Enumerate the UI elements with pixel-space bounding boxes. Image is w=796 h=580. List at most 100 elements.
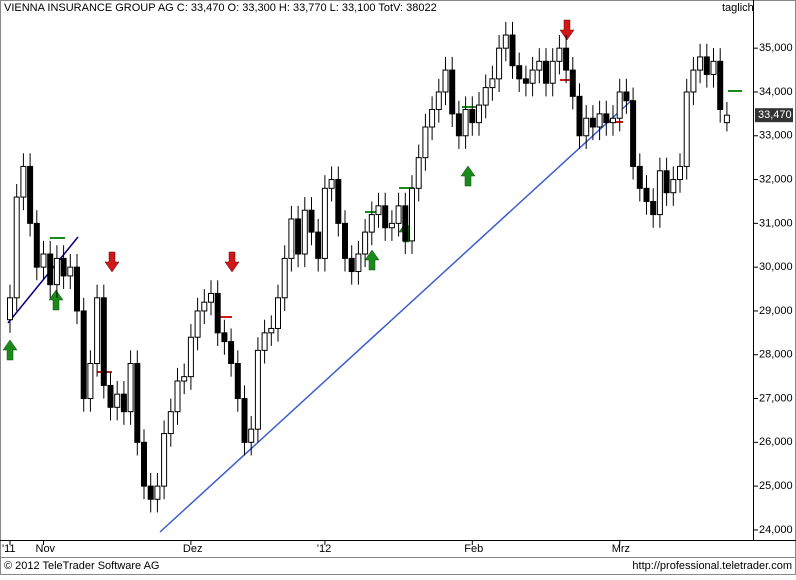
candle-body — [690, 69, 697, 93]
candle-body — [569, 69, 576, 97]
candle-body — [636, 165, 643, 189]
x-tick-label: Feb — [464, 543, 483, 555]
candle-body — [663, 170, 670, 194]
last-price-label: 33,470 — [758, 109, 792, 121]
candle-body — [643, 187, 650, 202]
candle-body — [281, 257, 288, 299]
candle-body — [174, 380, 181, 413]
candle-body — [375, 205, 382, 216]
candle-body — [549, 60, 556, 84]
candle-body — [576, 95, 583, 137]
candle-body — [469, 108, 476, 124]
candle-body — [462, 108, 469, 137]
candle-body — [134, 363, 141, 443]
candle-body — [20, 165, 27, 198]
candle-body — [234, 363, 241, 400]
candle-body — [650, 200, 657, 216]
y-tick-label: 34,000 — [759, 86, 793, 98]
candle-body — [589, 117, 596, 128]
candle-body — [214, 292, 221, 334]
buy-arrow — [364, 249, 380, 271]
candle-body — [120, 393, 127, 413]
candle-body — [502, 34, 509, 49]
candle-body — [368, 214, 375, 233]
candle-body — [496, 47, 503, 80]
y-tick-label: 25,000 — [759, 480, 793, 492]
candle-body — [710, 60, 717, 75]
y-tick-label: 32,000 — [759, 173, 793, 185]
candle-body — [40, 253, 47, 268]
last-price-box — [755, 108, 793, 123]
candle-body — [415, 157, 422, 189]
candle-body — [60, 257, 67, 277]
candle-body — [107, 384, 114, 408]
candle-body — [67, 266, 74, 277]
candle-body — [268, 327, 275, 334]
candle-body — [409, 187, 415, 242]
candle-body — [616, 91, 623, 119]
candle-body — [147, 485, 154, 500]
candle-body — [509, 34, 516, 67]
x-tick-label: '12 — [317, 543, 331, 555]
candle-body — [362, 231, 369, 255]
candle-body — [348, 257, 355, 273]
trend-line — [159, 99, 633, 533]
candle-body — [13, 196, 20, 299]
candle-body — [623, 91, 630, 102]
candle-body — [683, 91, 690, 167]
sell-arrow — [224, 251, 240, 273]
candle-body — [127, 363, 134, 413]
candle-body — [100, 297, 107, 386]
x-tick-label: Mrz — [612, 543, 630, 555]
candle-body — [697, 56, 704, 71]
candle-body — [402, 205, 409, 242]
candle-body — [388, 222, 395, 229]
candle-body — [80, 310, 87, 400]
candle-body — [543, 60, 549, 84]
chart-title: VIENNA INSURANCE GROUP AG C: 33,470 O: 3… — [4, 2, 437, 14]
sell-arrow — [104, 251, 120, 273]
candle-body — [167, 411, 174, 435]
candle-body — [321, 187, 328, 259]
candle-body — [355, 253, 362, 273]
candle-body — [610, 117, 616, 124]
candle-body — [656, 170, 663, 216]
candle-body — [603, 113, 610, 124]
candle-body — [315, 231, 322, 259]
candle-body — [670, 179, 677, 194]
candle-body — [308, 209, 315, 233]
sell-arrow — [559, 19, 575, 41]
candle-body — [254, 349, 261, 430]
candle-body — [556, 47, 563, 62]
buy-arrow — [2, 339, 18, 361]
candle-body — [295, 218, 302, 255]
candle-body — [596, 113, 603, 128]
candle-body — [74, 266, 80, 312]
candle-body — [449, 69, 456, 115]
sell-signals — [104, 19, 575, 273]
candle-body — [94, 297, 101, 365]
y-tick-label: 24,000 — [759, 524, 793, 536]
candle-body — [442, 69, 449, 93]
candle-body — [536, 60, 543, 71]
candle-body — [87, 363, 94, 400]
candle-body — [53, 257, 60, 286]
candle-body — [482, 87, 489, 106]
candle-body — [181, 376, 188, 382]
candle-body — [187, 336, 194, 378]
candle-body — [208, 292, 214, 303]
footer-left: © 2012 TeleTrader Software AG — [4, 560, 159, 572]
candle-body — [723, 114, 730, 124]
candle-body — [47, 253, 54, 286]
y-tick-label: 28,000 — [759, 349, 793, 361]
candle-body — [717, 60, 724, 110]
candle-body — [275, 297, 281, 329]
candle-body — [455, 113, 462, 137]
x-tick-label: Dez — [183, 543, 203, 555]
x-tick-label: '11 — [2, 543, 16, 555]
y-tick-label: 33,000 — [759, 130, 793, 142]
candle-body — [435, 91, 442, 110]
candle-body — [335, 179, 342, 224]
buy-arrow — [460, 165, 476, 187]
